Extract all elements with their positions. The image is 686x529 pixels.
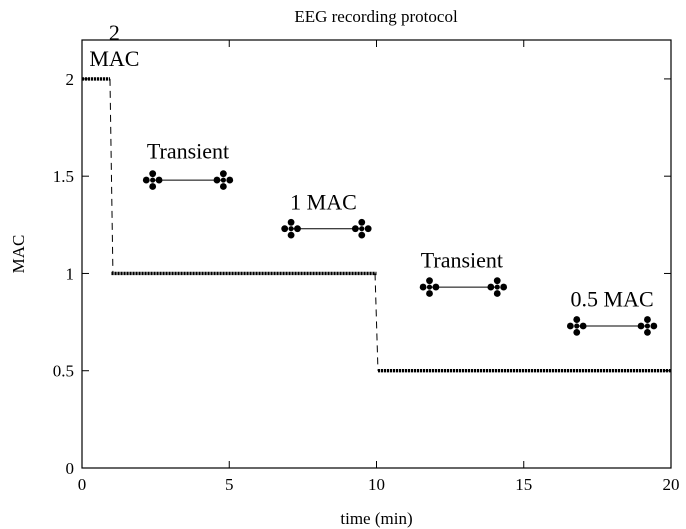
interval-endpoint-marker [213,170,234,190]
marker-center [359,226,365,232]
y-tick-label: 0 [66,459,75,478]
y-tick-label: 1.5 [53,167,74,186]
marker-lobe [419,283,427,291]
marker-center [426,284,433,290]
marker-lobe [351,225,359,233]
phase-annotation: Transient [147,139,229,164]
marker-lobe [500,283,508,291]
marker-lobe [219,183,227,190]
marker-lobe [358,231,366,239]
interval-endpoint-marker [566,316,587,336]
interval-endpoint-marker [637,316,658,336]
mac-transition-dashed [374,273,379,371]
x-tick-label: 15 [515,475,532,494]
marker-lobe [493,277,501,285]
interval-endpoint-marker [419,277,440,297]
marker-lobe [487,283,495,291]
marker-lobe [637,322,645,330]
marker-lobe [294,225,301,233]
recording-interval [419,277,508,297]
marker-lobe [426,277,433,285]
marker-lobe [213,176,221,184]
marker-lobe [287,218,295,226]
marker-lobe [573,316,581,323]
marker-lobe [358,218,366,226]
x-tick-label: 10 [368,475,385,494]
marker-lobe [579,322,587,330]
marker-lobe [644,328,651,336]
marker-center [494,284,500,290]
chart-title: EEG recording protocol [294,7,458,26]
x-tick-label: 20 [663,475,680,494]
marker-lobe [155,176,163,184]
marker-lobe [226,176,234,184]
phase-annotation: 2 [109,20,120,45]
axis-ticks: 0 5 10 15 20 0 0.5 1 1.5 2 [53,40,680,494]
interval-endpoint-marker [351,218,372,239]
marker-center [574,323,580,329]
marker-center [150,177,156,183]
y-tick-label: 2 [66,70,75,89]
marker-lobe [149,170,157,178]
recording-interval [281,218,372,239]
marker-lobe [644,316,651,323]
marker-center [288,226,294,232]
phase-annotation: Transient [421,248,503,273]
y-tick-label: 1 [66,264,75,283]
marker-lobe [149,183,157,190]
interval-endpoint-marker [281,218,301,239]
marker-lobe [364,225,372,233]
axes-frame [81,39,672,469]
marker-lobe [566,322,574,330]
interval-endpoint-marker [142,170,163,190]
marker-lobe [287,231,295,239]
marker-lobe [573,328,581,336]
x-tick-label: 0 [78,475,87,494]
marker-lobe [493,290,501,297]
marker-lobe [426,290,433,297]
x-tick-label: 5 [225,475,234,494]
marker-lobe [650,322,658,330]
marker-lobe [281,225,289,233]
phase-annotation: 1 MAC [290,189,357,214]
marker-center [220,177,226,183]
recording-interval [566,316,658,336]
interval-endpoint-marker [487,277,508,297]
phase-annotation: 0.5 MAC [571,287,654,312]
x-axis-label: time (min) [340,509,412,528]
marker-center [644,323,651,329]
marker-lobe [219,170,227,178]
marker-lobe [142,176,150,184]
marker-lobe [432,283,440,291]
mac-transition-dashed [109,78,114,274]
phase-annotation: MAC [89,46,139,71]
recording-interval [142,170,234,190]
y-axis-label: MAC [9,235,28,274]
y-tick-label: 0.5 [53,362,74,381]
